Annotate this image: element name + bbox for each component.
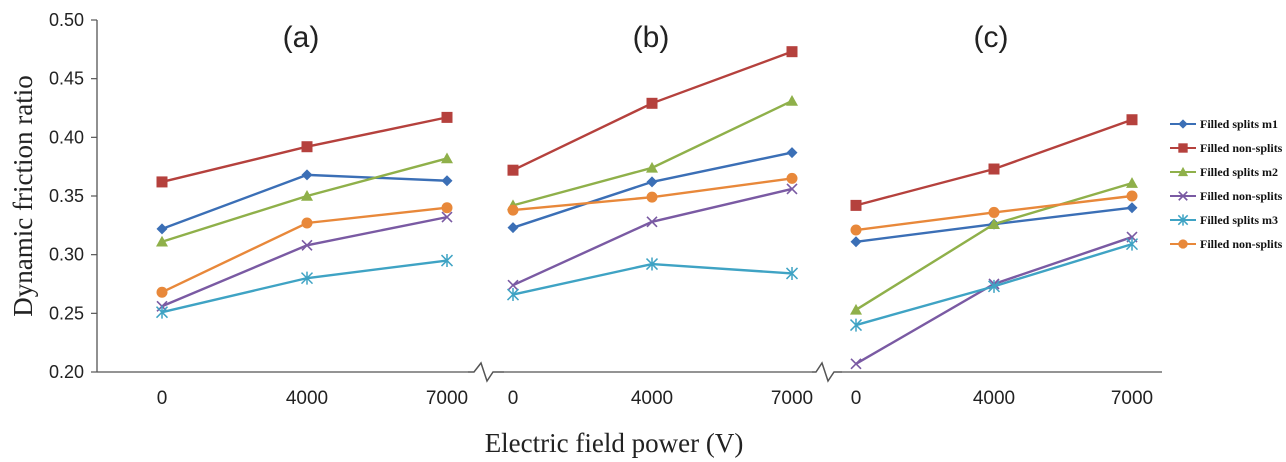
data-point xyxy=(646,216,658,228)
data-point xyxy=(156,235,168,247)
series-line xyxy=(512,99,793,207)
data-point xyxy=(988,163,1000,175)
data-point xyxy=(301,169,313,181)
axes xyxy=(96,20,1162,383)
data-point xyxy=(850,199,862,211)
data-point xyxy=(786,147,798,159)
x-tick-label: 0 xyxy=(851,388,862,409)
data-point xyxy=(441,175,453,187)
x-axis-title: Electric field power (V) xyxy=(485,428,744,458)
x-tick-label: 4000 xyxy=(973,388,1015,409)
data-point xyxy=(1126,202,1138,214)
panel-titles: (a) (b) (c) xyxy=(283,21,1009,54)
data-point xyxy=(1177,166,1189,177)
panel-title: (b) xyxy=(633,21,670,54)
data-point xyxy=(301,217,313,229)
data-point xyxy=(507,204,519,216)
data-point xyxy=(1125,237,1139,251)
data-point xyxy=(1178,239,1188,249)
data-point xyxy=(988,206,1000,218)
data-point xyxy=(1126,190,1138,202)
data-point xyxy=(156,286,168,298)
legend-label: Filled non-splits xyxy=(1200,189,1283,203)
y-axis-title: Dynamic friction ratio xyxy=(8,75,38,316)
legend-label: Filled splits m3 xyxy=(1200,213,1278,227)
y-tick-label: 0.50 xyxy=(49,10,84,30)
data-point xyxy=(1126,114,1138,126)
data-point xyxy=(1178,143,1188,153)
data-point xyxy=(156,176,168,188)
data-point xyxy=(440,254,454,268)
data-point xyxy=(785,266,799,280)
data-point xyxy=(988,218,1000,229)
data-point xyxy=(441,111,453,123)
series-line xyxy=(855,118,1133,207)
axis-break-mark xyxy=(468,361,504,383)
data-point xyxy=(506,288,520,302)
data-point xyxy=(441,211,453,223)
x-ticks: 0 4000 7000 0 4000 7000 0 4000 7000 xyxy=(157,388,1153,409)
data-point xyxy=(850,303,862,315)
data-point xyxy=(850,236,862,248)
legend-label: Filled splits m1 xyxy=(1200,117,1278,131)
x-tick-label: 7000 xyxy=(771,388,813,409)
data-point xyxy=(646,176,658,188)
x-tick-label: 7000 xyxy=(426,388,468,409)
data-point xyxy=(645,257,659,271)
data-point xyxy=(786,172,798,184)
series-layer xyxy=(155,46,1139,370)
legend-label: Filled non-splits xyxy=(1200,141,1283,155)
data-point xyxy=(441,152,453,164)
y-tick-label: 0.40 xyxy=(49,127,84,147)
series-line xyxy=(161,215,448,308)
x-tick-label: 0 xyxy=(157,388,168,409)
data-point xyxy=(301,190,313,201)
data-point xyxy=(646,161,658,173)
data-point xyxy=(646,97,658,109)
data-point xyxy=(646,191,658,203)
data-point xyxy=(786,94,798,106)
x-tick-label: 4000 xyxy=(631,388,673,409)
y-tick-label: 0.20 xyxy=(49,362,84,382)
data-point xyxy=(507,279,519,291)
data-point xyxy=(1126,177,1138,188)
data-point xyxy=(849,318,863,332)
legend-label: Filled splits m2 xyxy=(1200,165,1278,179)
x-tick-label: 4000 xyxy=(286,388,328,409)
data-point xyxy=(507,222,519,234)
data-point xyxy=(507,164,519,176)
data-point xyxy=(786,46,798,58)
axis-break-mark xyxy=(812,361,842,383)
data-point xyxy=(987,279,1001,293)
data-point xyxy=(850,358,862,370)
data-point xyxy=(155,305,169,319)
y-ticks: 0.20 0.25 0.30 0.35 0.40 0.45 0.50 xyxy=(49,10,97,382)
y-tick-label: 0.25 xyxy=(49,303,84,323)
data-point xyxy=(156,223,168,235)
data-point xyxy=(850,224,862,236)
data-point xyxy=(1178,119,1188,129)
data-point xyxy=(786,183,798,195)
series-line xyxy=(161,259,448,314)
data-point xyxy=(301,239,313,251)
panel-title: (a) xyxy=(283,21,320,54)
data-point xyxy=(1177,214,1189,226)
data-point xyxy=(1178,191,1188,201)
y-tick-label: 0.30 xyxy=(49,245,84,265)
legend: Filled splits m1 Filled non-splits Filled … xyxy=(1170,117,1283,251)
data-point xyxy=(441,202,453,214)
y-tick-label: 0.35 xyxy=(49,186,84,206)
data-point xyxy=(301,141,313,153)
y-tick-label: 0.45 xyxy=(49,69,84,89)
x-tick-label: 7000 xyxy=(1111,388,1153,409)
legend-label: Filled non-splits xyxy=(1200,237,1283,251)
panel-title: (c) xyxy=(974,21,1009,54)
x-tick-label: 0 xyxy=(508,388,519,409)
data-point xyxy=(300,271,314,285)
series-line xyxy=(512,50,793,172)
